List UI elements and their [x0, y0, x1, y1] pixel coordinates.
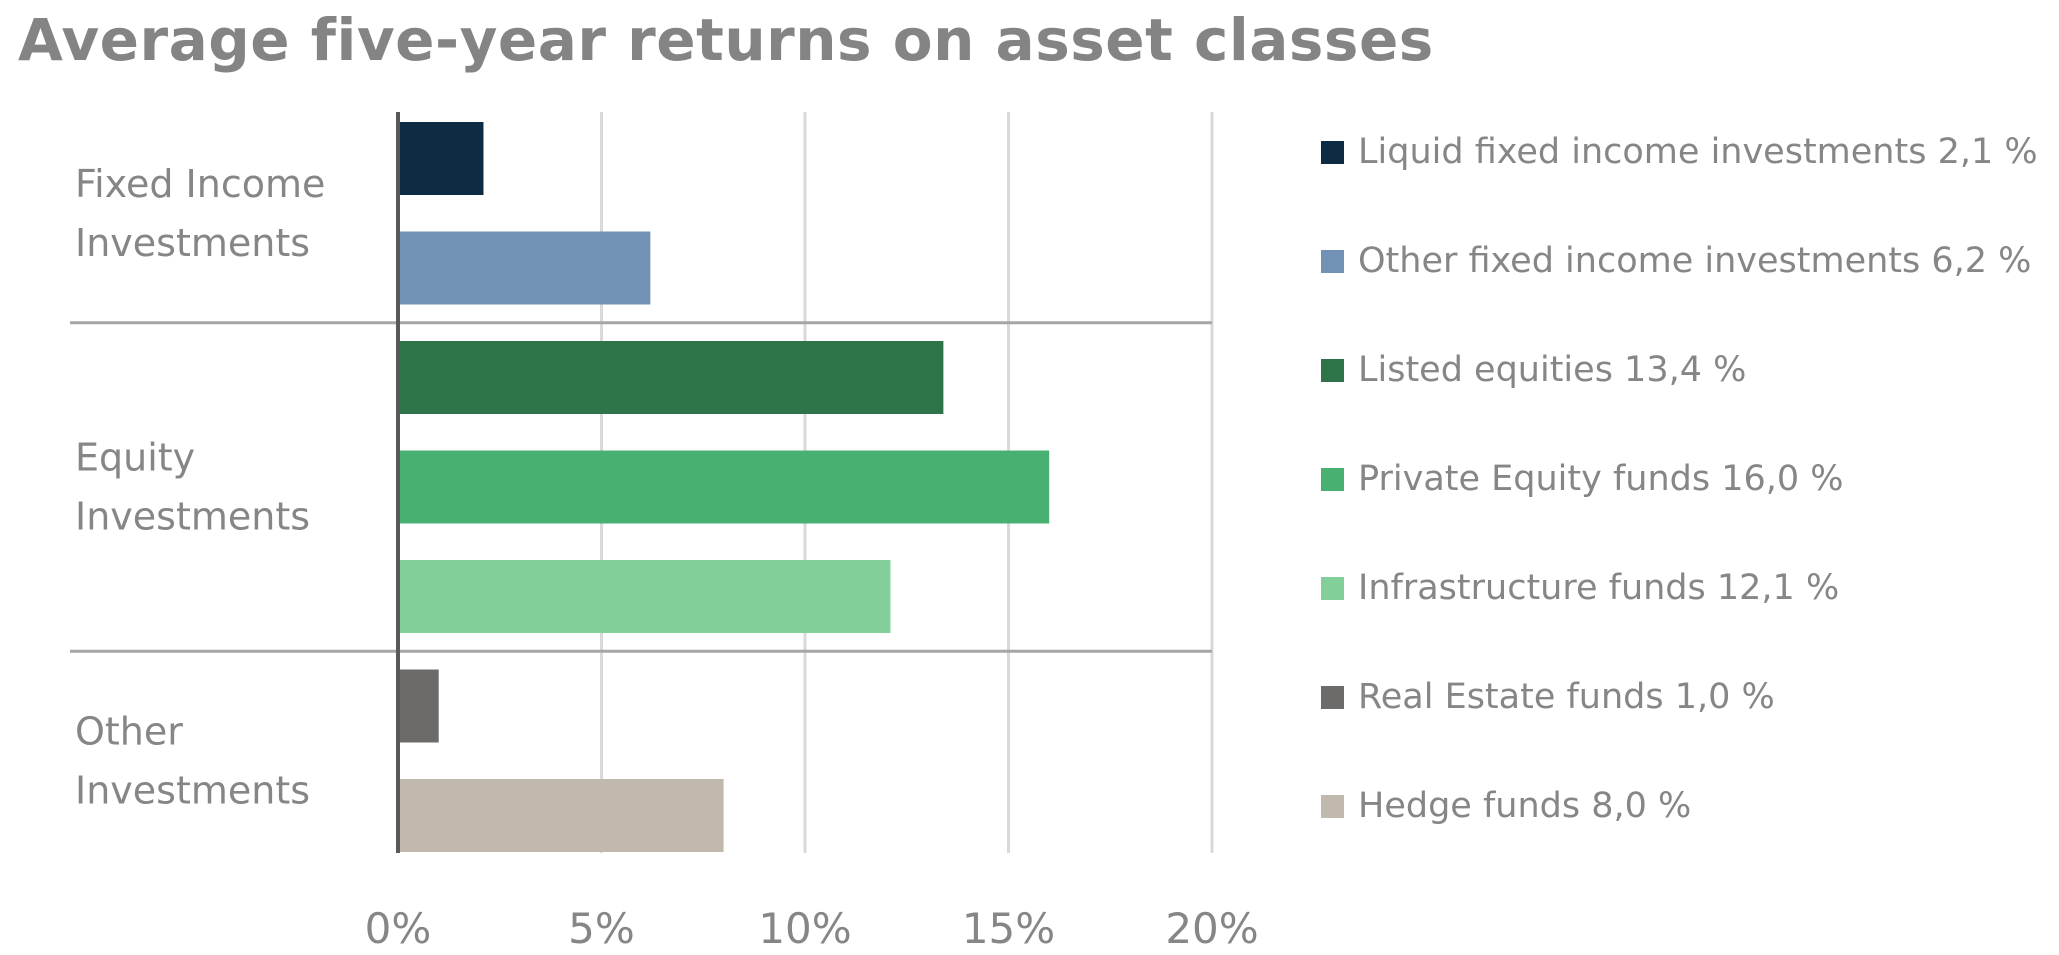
x-tick-label: 10% — [758, 904, 851, 953]
chart-legend: Liquid fixed income investments 2,1 % Oth… — [1321, 128, 2038, 891]
x-axis-tick-labels: 0% 5% 10% 15% 20% — [365, 904, 1259, 953]
legend-label: Hedge funds 8,0 % — [1358, 786, 1692, 826]
legend-item: Other fixed income investments 6,2 % — [1321, 237, 2038, 346]
category-label: Equity — [75, 436, 195, 480]
legend-swatch — [1321, 577, 1344, 600]
legend-swatch — [1321, 141, 1344, 164]
legend-label: Real Estate funds 1,0 % — [1358, 677, 1775, 717]
category-labels: Fixed Income Investments Equity Investments… — [75, 162, 325, 813]
legend-label: Listed equities 13,4 % — [1358, 350, 1747, 390]
x-tick-label: 0% — [365, 904, 432, 953]
group-separators — [70, 321, 1212, 653]
bar-liquid-fixed-income-investments — [398, 122, 484, 195]
bar-listed-equities — [398, 341, 944, 414]
bar-hedge-funds — [398, 779, 724, 852]
x-tick-label: 5% — [568, 904, 635, 953]
legend-label: Infrastructure funds 12,1 % — [1358, 568, 1840, 608]
category-label: Investments — [75, 495, 310, 539]
category-label: Investments — [75, 768, 310, 812]
category-label: Fixed Income — [75, 162, 325, 206]
category-label: Investments — [75, 221, 310, 265]
legend-swatch — [1321, 686, 1344, 709]
legend-item: Listed equities 13,4 % — [1321, 346, 2038, 455]
bar-private-equity-funds — [398, 450, 1050, 524]
legend-item: Private Equity funds 16,0 % — [1321, 455, 2038, 564]
legend-label: Liquid fixed income investments 2,1 % — [1358, 132, 2038, 172]
chart-title: Average five-year returns on asset class… — [18, 6, 1434, 74]
legend-swatch — [1321, 359, 1344, 382]
legend-swatch — [1321, 795, 1344, 818]
x-tick-label: 15% — [962, 904, 1055, 953]
legend-item: Real Estate funds 1,0 % — [1321, 673, 2038, 782]
legend-item: Infrastructure funds 12,1 % — [1321, 564, 2038, 673]
bar-infrastructure-funds — [398, 560, 891, 633]
legend-item: Hedge funds 8,0 % — [1321, 782, 2038, 891]
legend-swatch — [1321, 468, 1344, 491]
legend-swatch — [1321, 250, 1344, 273]
bar-other-fixed-income-investments — [398, 231, 651, 305]
legend-label: Private Equity funds 16,0 % — [1358, 459, 1844, 499]
x-tick-label: 20% — [1165, 904, 1258, 953]
bar-real-estate-funds — [398, 669, 439, 743]
category-label: Other — [75, 709, 183, 753]
legend-item: Liquid fixed income investments 2,1 % — [1321, 128, 2038, 237]
legend-label: Other fixed income investments 6,2 % — [1358, 241, 2032, 281]
bars — [398, 122, 1050, 852]
